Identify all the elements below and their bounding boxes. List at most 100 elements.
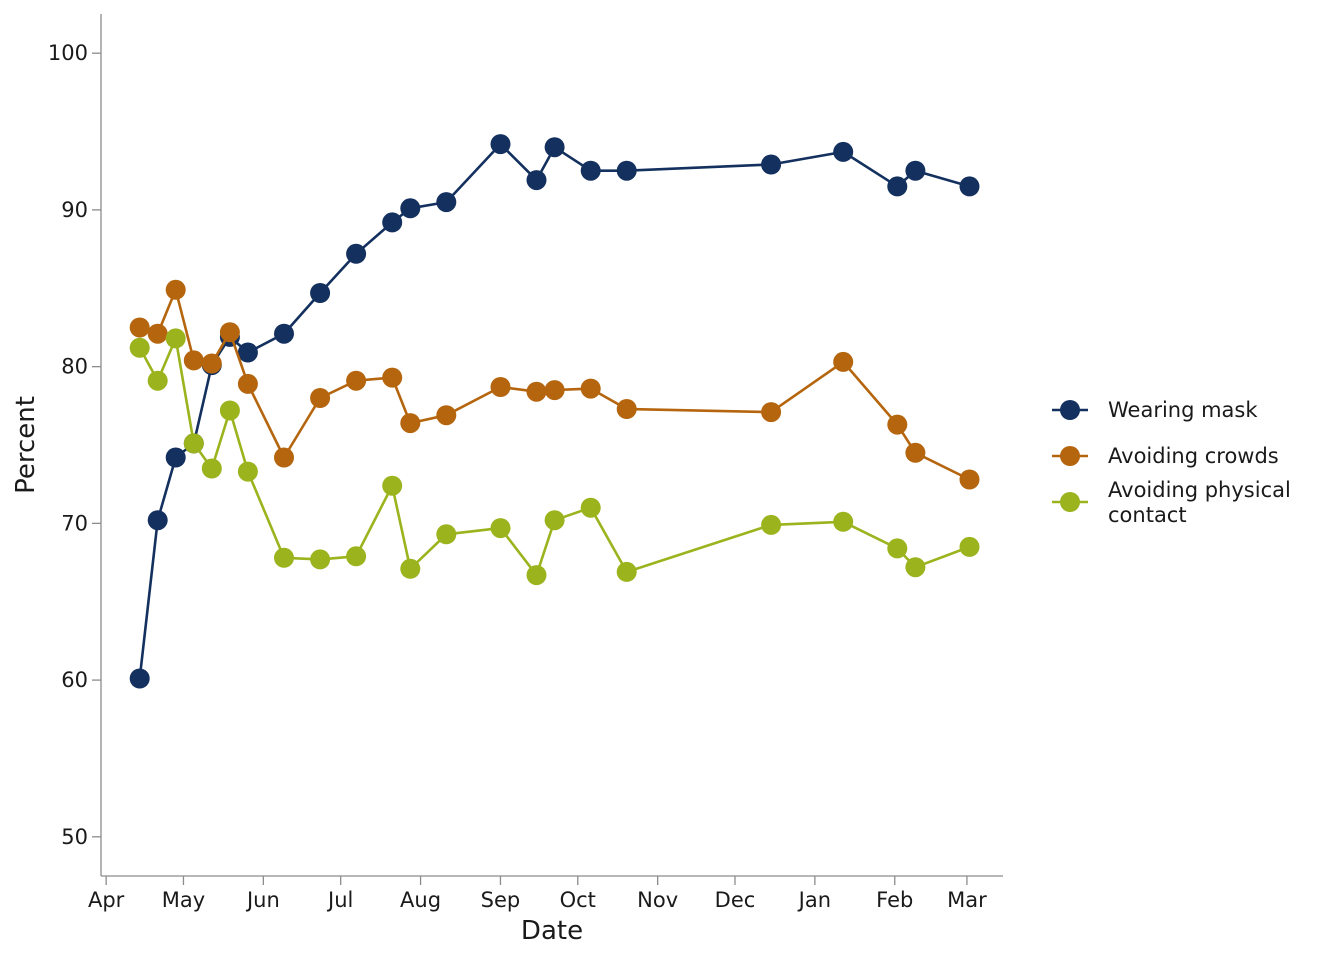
data-point bbox=[544, 137, 565, 158]
data-point bbox=[761, 402, 782, 423]
data-point bbox=[905, 557, 926, 578]
series-layer bbox=[129, 134, 980, 689]
data-point bbox=[346, 370, 367, 391]
y-tick-label: 50 bbox=[61, 825, 88, 849]
legend-item: Wearing mask bbox=[1052, 398, 1258, 422]
data-point bbox=[382, 475, 403, 496]
data-point bbox=[219, 322, 240, 343]
x-tick-label: Sep bbox=[481, 888, 521, 912]
series-line bbox=[138, 142, 970, 679]
data-point bbox=[165, 447, 186, 468]
data-point bbox=[959, 176, 980, 197]
legend-label: Avoiding crowds bbox=[1108, 444, 1279, 468]
legend-label: Wearing mask bbox=[1108, 398, 1258, 422]
data-point bbox=[274, 323, 294, 344]
data-point bbox=[905, 442, 926, 463]
data-point bbox=[237, 342, 258, 363]
data-point bbox=[400, 198, 421, 219]
data-point bbox=[544, 380, 565, 401]
x-tick-label: Jul bbox=[326, 888, 353, 912]
data-point bbox=[490, 134, 511, 155]
data-point bbox=[833, 511, 854, 532]
data-point bbox=[616, 399, 637, 419]
data-point bbox=[526, 565, 547, 586]
data-point bbox=[544, 510, 565, 531]
data-point bbox=[165, 279, 186, 300]
data-point bbox=[382, 367, 403, 388]
data-point bbox=[201, 458, 222, 479]
data-point bbox=[310, 549, 331, 570]
data-point bbox=[526, 170, 547, 191]
legend-item: Avoiding crowds bbox=[1052, 444, 1279, 468]
data-point bbox=[490, 377, 511, 397]
y-tick-label: 60 bbox=[61, 668, 88, 692]
data-point bbox=[183, 433, 204, 454]
y-tick-label: 100 bbox=[48, 41, 88, 65]
x-tick-label: Feb bbox=[876, 888, 913, 912]
x-tick-label: Dec bbox=[715, 888, 756, 912]
data-point bbox=[833, 351, 854, 372]
data-point bbox=[526, 381, 547, 402]
x-tick-label: Jun bbox=[245, 888, 280, 912]
x-tick-label: Jan bbox=[797, 888, 831, 912]
data-point bbox=[346, 546, 367, 567]
y-axis-title: Percent bbox=[11, 396, 41, 494]
data-point bbox=[833, 141, 854, 162]
data-point bbox=[382, 212, 403, 233]
data-point bbox=[887, 414, 908, 435]
legend-item: Avoiding physical contact bbox=[1052, 478, 1291, 527]
y-ticks: 50 60 70 80 90 100 bbox=[48, 41, 101, 849]
legend-marker bbox=[1060, 446, 1080, 466]
series-avoiding-crowds bbox=[129, 279, 980, 490]
data-point bbox=[147, 323, 168, 344]
series-wearing-mask bbox=[129, 134, 980, 689]
data-point bbox=[274, 547, 294, 568]
data-point bbox=[201, 353, 222, 374]
data-point bbox=[237, 461, 258, 482]
series-avoiding-physical-contact bbox=[129, 328, 980, 586]
data-point bbox=[147, 510, 168, 531]
y-tick-label: 70 bbox=[61, 511, 88, 535]
data-point bbox=[761, 154, 782, 175]
data-point bbox=[580, 497, 601, 518]
x-ticks: Apr May Jun Jul Aug Sep Oct Nov Dec Jan Feb Mar bbox=[88, 876, 987, 912]
data-point bbox=[761, 514, 782, 535]
x-tick-label: Aug bbox=[400, 888, 441, 912]
data-point bbox=[887, 538, 908, 559]
data-point bbox=[490, 518, 511, 539]
legend-label: Avoiding physical contact bbox=[1108, 478, 1291, 527]
data-point bbox=[129, 317, 150, 338]
data-point bbox=[959, 536, 980, 557]
data-point bbox=[959, 469, 980, 490]
legend-marker bbox=[1060, 492, 1080, 512]
y-tick-label: 80 bbox=[61, 355, 88, 379]
data-point bbox=[219, 400, 240, 421]
data-point bbox=[237, 373, 258, 394]
y-tick-label: 90 bbox=[61, 198, 88, 222]
x-tick-label: Apr bbox=[88, 888, 125, 912]
data-point bbox=[147, 370, 168, 391]
data-point bbox=[183, 350, 204, 371]
x-tick-label: Mar bbox=[947, 888, 987, 912]
series-line bbox=[138, 337, 970, 577]
x-tick-label: Oct bbox=[560, 888, 596, 912]
data-point bbox=[310, 388, 331, 408]
x-tick-label: May bbox=[162, 888, 205, 912]
data-point bbox=[400, 413, 421, 434]
data-point bbox=[580, 160, 601, 181]
data-point bbox=[400, 558, 421, 579]
data-point bbox=[436, 192, 457, 213]
data-point bbox=[129, 337, 150, 358]
data-point bbox=[274, 447, 294, 468]
data-point bbox=[346, 243, 367, 264]
data-point bbox=[616, 561, 637, 582]
data-point bbox=[580, 378, 601, 399]
data-point bbox=[129, 668, 150, 689]
x-axis-title: Date bbox=[521, 916, 583, 946]
legend: Wearing mask Avoiding crowds Avoiding phys… bbox=[1052, 398, 1291, 527]
x-tick-label: Nov bbox=[637, 888, 678, 912]
data-point bbox=[436, 405, 457, 426]
legend-marker bbox=[1060, 400, 1080, 420]
data-point bbox=[310, 283, 331, 303]
